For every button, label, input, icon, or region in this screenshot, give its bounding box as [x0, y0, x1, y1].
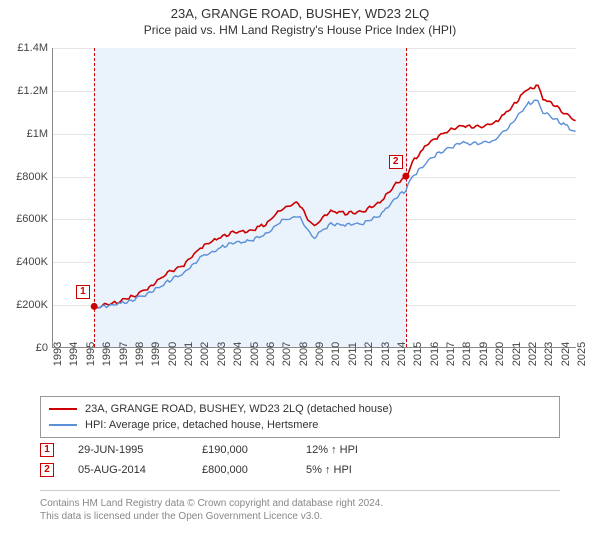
- chart-container: 23A, GRANGE ROAD, BUSHEY, WD23 2LQ Price…: [0, 0, 600, 560]
- legend-swatch: [49, 408, 77, 410]
- sale-price: £800,000: [202, 464, 282, 476]
- y-axis-label: £1.4M: [17, 42, 48, 54]
- footer: Contains HM Land Registry data © Crown c…: [40, 490, 560, 523]
- legend-label: HPI: Average price, detached house, Hert…: [85, 419, 318, 431]
- plot-area: 12: [52, 48, 576, 348]
- sale-marker-box: 1: [76, 285, 90, 299]
- y-axis-label: £800K: [16, 171, 48, 183]
- sale-marker-icon: 2: [40, 463, 54, 477]
- x-axis-label: 2011: [347, 342, 359, 366]
- x-axis-label: 2010: [330, 342, 342, 366]
- legend: 23A, GRANGE ROAD, BUSHEY, WD23 2LQ (deta…: [40, 396, 560, 438]
- x-axis-label: 2005: [249, 342, 261, 366]
- sale-date: 29-JUN-1995: [78, 444, 178, 456]
- x-axis-label: 2000: [167, 342, 179, 366]
- y-axis-label: £1.2M: [17, 85, 48, 97]
- y-axis-label: £400K: [16, 256, 48, 268]
- y-axis-label: £1M: [27, 128, 48, 140]
- x-axis-label: 2018: [461, 342, 473, 366]
- sale-row: 1 29-JUN-1995 £190,000 12% ↑ HPI: [40, 440, 560, 460]
- sale-price: £190,000: [202, 444, 282, 456]
- x-axis-label: 2022: [527, 342, 539, 366]
- x-axis-label: 2020: [494, 342, 506, 366]
- x-axis-label: 2021: [511, 342, 523, 366]
- x-axis-label: 2015: [412, 342, 424, 366]
- y-axis-label: £600K: [16, 213, 48, 225]
- sale-hpi-delta: 12% ↑ HPI: [306, 444, 386, 456]
- sales-table: 1 29-JUN-1995 £190,000 12% ↑ HPI 2 05-AU…: [40, 440, 560, 480]
- y-axis-label: £0: [36, 342, 48, 354]
- x-axis-label: 1997: [118, 342, 130, 366]
- x-axis-label: 1995: [85, 342, 97, 366]
- series-line-hpi: [94, 100, 575, 308]
- x-axis-label: 1998: [134, 342, 146, 366]
- x-axis-label: 2019: [478, 342, 490, 366]
- legend-item: HPI: Average price, detached house, Hert…: [49, 417, 551, 433]
- x-axis-label: 1999: [150, 342, 162, 366]
- sale-marker-box: 2: [389, 155, 403, 169]
- page-title: 23A, GRANGE ROAD, BUSHEY, WD23 2LQ: [0, 0, 600, 21]
- x-axis-label: 2001: [183, 342, 195, 366]
- x-axis-label: 2004: [232, 342, 244, 366]
- x-axis-label: 1993: [52, 342, 64, 366]
- sale-row: 2 05-AUG-2014 £800,000 5% ↑ HPI: [40, 460, 560, 480]
- x-axis-label: 1994: [68, 342, 80, 366]
- x-axis-label: 2014: [396, 342, 408, 366]
- x-axis-label: 1996: [101, 342, 113, 366]
- sale-marker-dot: [402, 173, 409, 180]
- chart-wrap: £0£200K£400K£600K£800K£1M£1.2M£1.4M 12 1…: [12, 44, 588, 384]
- series-line-price_paid: [94, 85, 575, 308]
- x-axis-label: 2024: [560, 342, 572, 366]
- sale-marker-dot: [91, 303, 98, 310]
- line-chart-svg: [53, 48, 576, 347]
- page-subtitle: Price paid vs. HM Land Registry's House …: [0, 21, 600, 41]
- x-axis-label: 2012: [363, 342, 375, 366]
- sale-marker-icon: 1: [40, 443, 54, 457]
- y-axis-label: £200K: [16, 299, 48, 311]
- x-axis-label: 2016: [429, 342, 441, 366]
- footer-line: Contains HM Land Registry data © Crown c…: [40, 497, 560, 510]
- x-axis-label: 2009: [314, 342, 326, 366]
- x-axis-label: 2002: [199, 342, 211, 366]
- x-axis-label: 2003: [216, 342, 228, 366]
- x-axis-label: 2025: [576, 342, 588, 366]
- x-axis-label: 2007: [281, 342, 293, 366]
- legend-swatch: [49, 424, 77, 426]
- x-axis-label: 2023: [543, 342, 555, 366]
- x-axis-label: 2006: [265, 342, 277, 366]
- x-axis-label: 2017: [445, 342, 457, 366]
- sale-date: 05-AUG-2014: [78, 464, 178, 476]
- sale-hpi-delta: 5% ↑ HPI: [306, 464, 386, 476]
- legend-label: 23A, GRANGE ROAD, BUSHEY, WD23 2LQ (deta…: [85, 403, 392, 415]
- legend-item: 23A, GRANGE ROAD, BUSHEY, WD23 2LQ (deta…: [49, 401, 551, 417]
- footer-line: This data is licensed under the Open Gov…: [40, 510, 560, 523]
- x-axis-label: 2013: [380, 342, 392, 366]
- x-axis-label: 2008: [298, 342, 310, 366]
